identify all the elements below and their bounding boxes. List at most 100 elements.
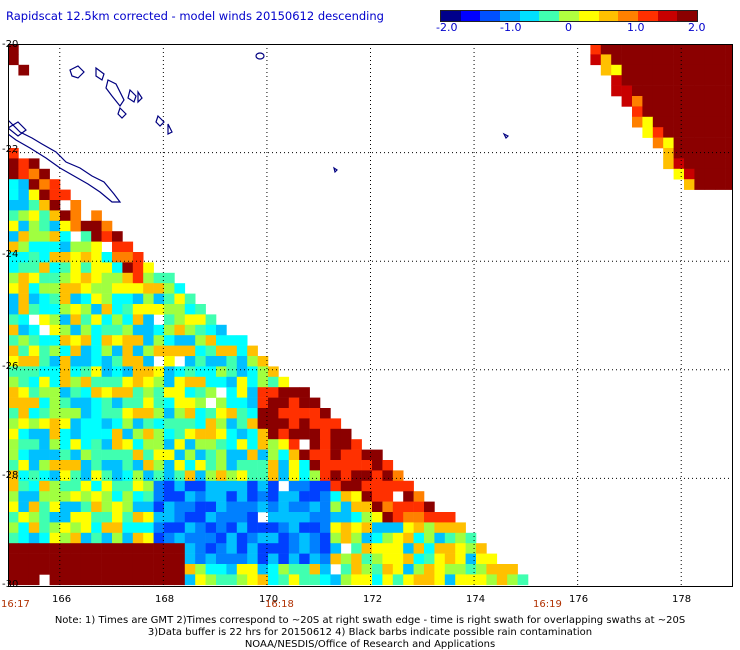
swath-cell [330,501,342,513]
swath-cell [268,408,279,419]
swath-cell [684,179,695,190]
swath-cell [372,532,383,544]
swath-cell [8,158,19,170]
swath-cell [663,96,674,107]
swath-cell [60,314,71,326]
swath-cell [60,543,71,554]
swath-cell [278,470,290,482]
swath-cell [299,460,310,471]
swath-cell [70,324,82,336]
swath-cell [195,304,206,315]
swath-cell [236,574,248,586]
swath-cell [70,397,82,409]
swath-cell [652,54,664,66]
swath-cell [80,366,92,378]
swath-cell [704,85,716,97]
swath-cell [112,480,123,492]
swath-cell [299,501,310,513]
swath-cell [309,543,321,554]
swath-cell [288,460,300,471]
swath-cell [216,480,227,492]
swath-cell [80,345,92,357]
swath-cell [351,449,362,461]
swath-cell [174,293,186,305]
swath-cell [28,210,40,222]
swath-cell [205,418,217,430]
swath-cell [278,564,290,575]
swath-cell [351,480,362,492]
swath-cell [455,543,466,554]
swath-cell [112,293,123,305]
swath-cell [309,480,321,492]
swath-cell [28,491,40,502]
swath-cell [49,480,61,492]
swath-cell [8,283,19,294]
swath-cell [18,418,30,430]
swath-cell [600,54,612,66]
swath-cell [205,480,217,492]
swath-cell [361,491,373,502]
swath-cell [236,470,248,482]
swath-cell [91,428,102,440]
swath-cell [684,75,695,86]
swath-cell [101,366,113,378]
swath-cell [361,470,373,482]
swath-cell [372,501,383,513]
swath-cell [611,85,622,97]
swath-cell [257,574,269,586]
swath-cell [18,564,30,575]
swath-cell [278,553,290,565]
swath-cell [226,491,238,502]
swath-cell [18,501,30,513]
swath-cell [351,522,362,534]
swath-cell [247,553,258,565]
swath-cell [434,574,446,586]
swath-cell [28,158,40,170]
swath-cell [164,460,175,471]
swath-cell [70,387,82,398]
swath-cell [278,574,290,586]
swath-cell [60,262,71,274]
swath-cell [132,564,144,575]
swath-cell [153,387,165,398]
swath-cell [226,397,238,409]
swath-cell [49,314,61,326]
swath-cell [60,345,71,357]
swath-cell [652,116,664,128]
swath-cell [49,543,61,554]
swath-cell [143,397,154,409]
colorbar-segment [519,11,540,21]
swath-cell [70,439,82,450]
swath-cell [143,449,154,461]
swath-cell [122,449,134,461]
swath-cell [153,512,165,523]
swath-cell [91,553,102,565]
swath-cell [91,293,102,305]
swath-cell [226,564,238,575]
swath-cell [164,564,175,575]
swath-cell [340,512,352,523]
swath-cell [340,553,352,565]
swath-cell [112,283,123,294]
swath-cell [60,220,71,232]
swath-cell [8,460,19,471]
swath-cell [247,543,258,554]
swath-cell [216,356,227,367]
swath-cell [60,564,71,575]
swath-cell [174,522,186,534]
swath-cell [663,158,674,170]
swath-cell [18,512,30,523]
swath-cell [205,387,217,398]
swath-cell [288,418,300,430]
swath-cell [247,460,258,471]
swath-cell [361,480,373,492]
swath-cell [684,127,695,138]
swath-cell [28,241,40,253]
swath-cell [91,272,102,284]
swath-cell [663,106,674,118]
swath-cell [340,449,352,461]
swath-cell [174,491,186,502]
swath-cell [122,293,134,305]
swath-cell [60,272,71,284]
swath-cell [621,44,633,55]
